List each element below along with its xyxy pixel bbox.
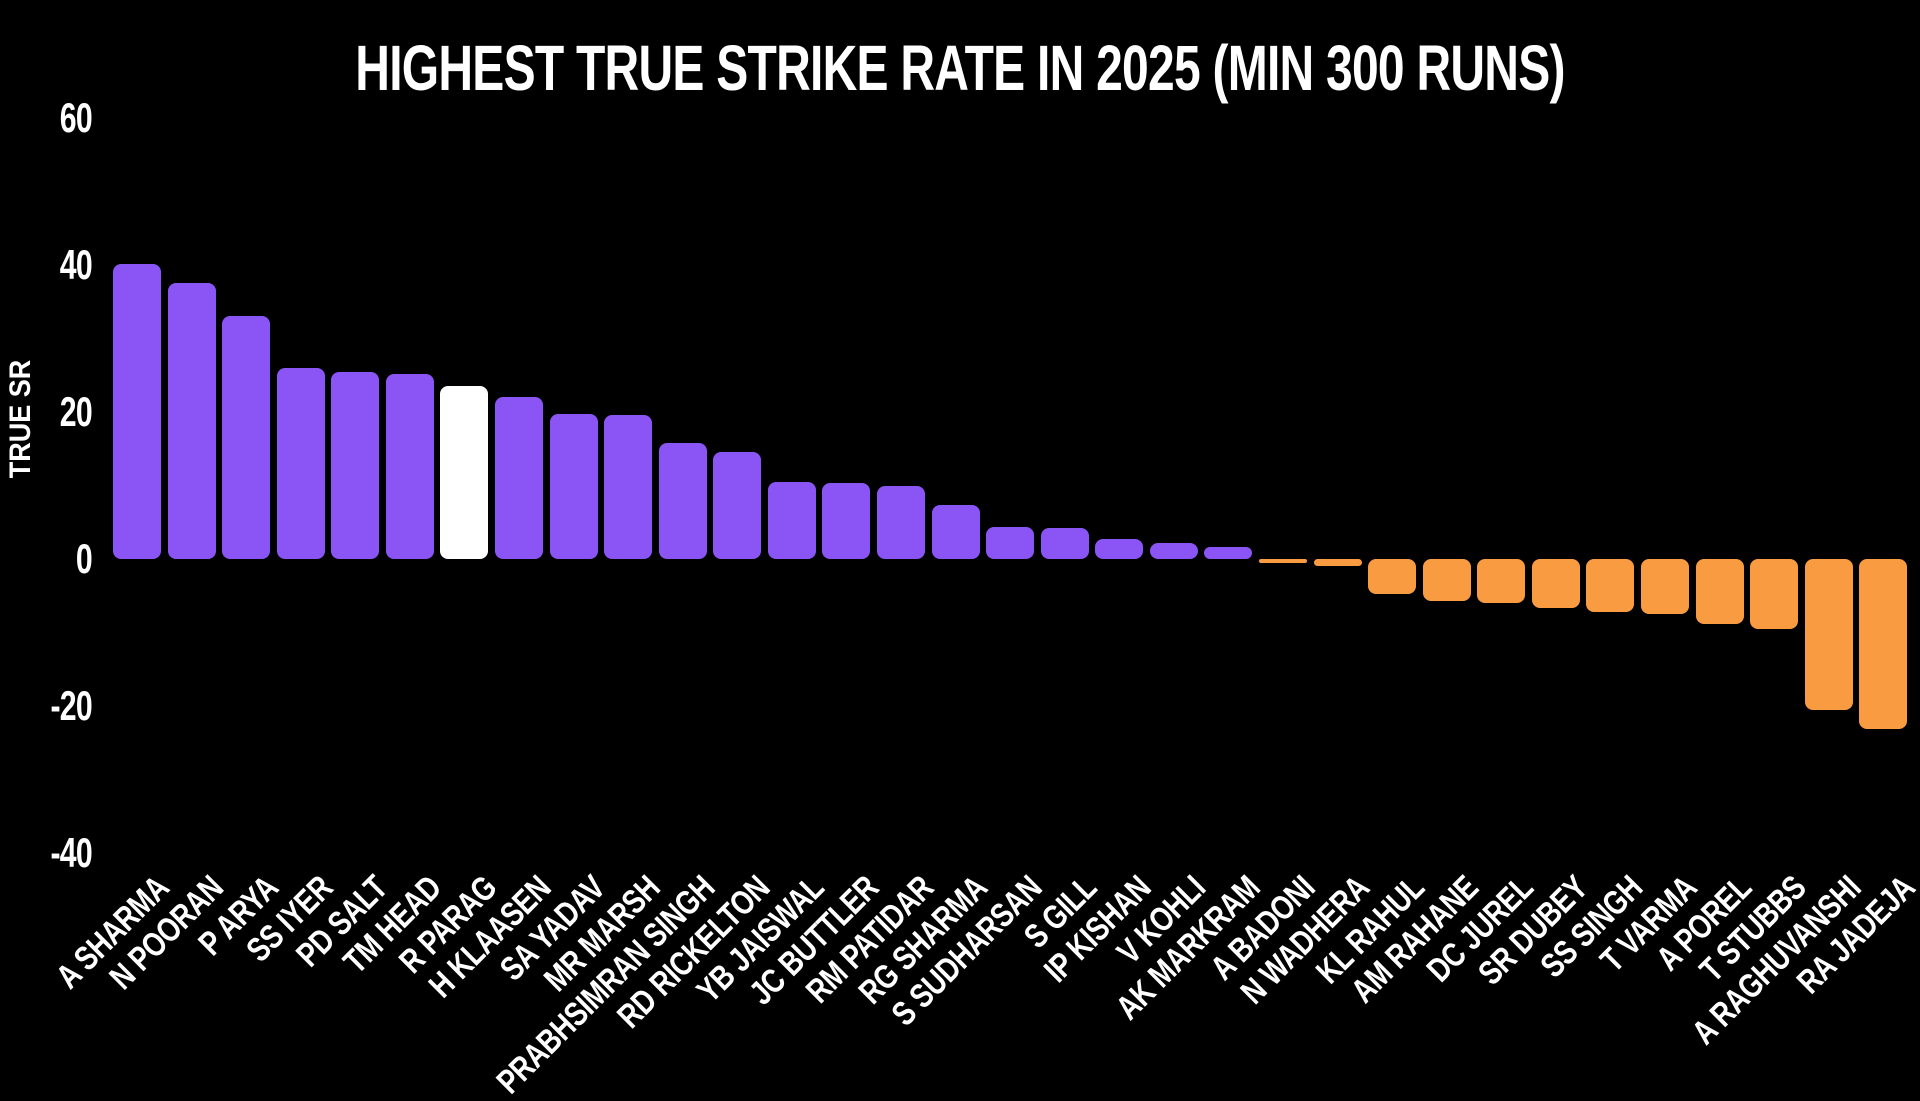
bar-ip-kishan bbox=[1095, 539, 1144, 559]
bar-p-arya bbox=[222, 315, 271, 559]
bar-a-raghuvanshi bbox=[1804, 559, 1853, 711]
bar-v-kohli bbox=[1149, 542, 1198, 559]
bar-n-wadhera bbox=[1313, 559, 1362, 567]
bar-t-stubbs bbox=[1750, 559, 1799, 629]
y-tick-40: 40 bbox=[59, 241, 93, 288]
y-tick-60: 60 bbox=[59, 94, 93, 141]
bar-pd-salt bbox=[331, 372, 380, 559]
bar-jc-buttler bbox=[822, 483, 871, 559]
y-tick-20: 20 bbox=[59, 388, 93, 435]
chart-title: HIGHEST TRUE STRIKE RATE IN 2025 (MIN 30… bbox=[355, 32, 1565, 104]
bar-rm-patidar bbox=[876, 485, 925, 559]
y-tick-0: 0 bbox=[75, 535, 93, 582]
bar-s-gill bbox=[1040, 528, 1089, 559]
bar-sr-dubey bbox=[1531, 559, 1580, 608]
bar-sa-yadav bbox=[549, 414, 598, 559]
bar-s-sudharsan bbox=[986, 526, 1035, 559]
bar-mr-marsh bbox=[604, 414, 653, 559]
bar-dc-jurel bbox=[1477, 559, 1526, 604]
bar-r-parag bbox=[440, 385, 489, 559]
bar-n-pooran bbox=[167, 282, 216, 559]
bar-ss-iyer bbox=[276, 367, 325, 559]
bar-t-varma bbox=[1640, 559, 1689, 615]
y-tick--20: -20 bbox=[50, 682, 92, 729]
bar-tm-head bbox=[385, 373, 434, 559]
bar-rg-sharma bbox=[931, 505, 980, 559]
bar-a-sharma bbox=[113, 264, 161, 559]
bar-h-klaasen bbox=[494, 396, 543, 559]
bar-am-rahane bbox=[1422, 559, 1471, 601]
y-tick--40: -40 bbox=[50, 829, 92, 876]
bar-rd-rickelton bbox=[713, 451, 762, 559]
bar-ak-markram bbox=[1204, 546, 1253, 559]
bar-a-badoni bbox=[1258, 559, 1307, 564]
bar-kl-rahul bbox=[1368, 559, 1417, 595]
bar-prabhsimran-singh bbox=[658, 442, 707, 559]
bar-ra-jadeja bbox=[1859, 559, 1908, 729]
bar-ss-singh bbox=[1586, 559, 1635, 612]
bar-a-porel bbox=[1695, 559, 1744, 624]
bar-yb-jaiswal bbox=[767, 481, 816, 559]
